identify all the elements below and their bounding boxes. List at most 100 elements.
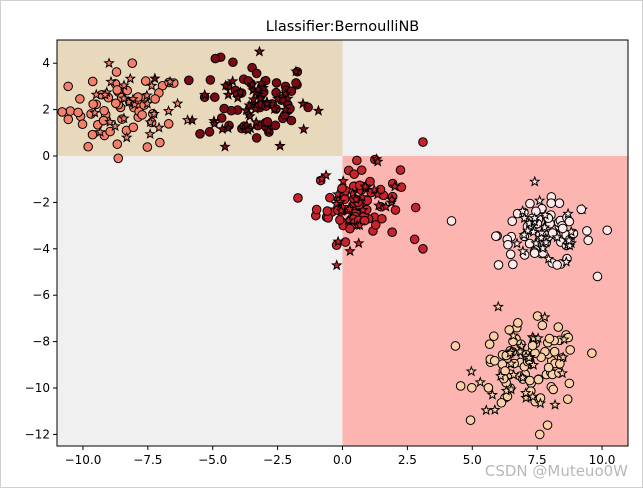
data-point-star — [359, 180, 371, 192]
data-point-star — [99, 88, 111, 100]
data-point-circle — [513, 318, 523, 328]
data-point-star — [492, 300, 504, 312]
data-point-star — [465, 365, 478, 377]
data-point-star — [290, 65, 302, 77]
data-point-circle — [216, 113, 227, 123]
data-point-circle — [395, 165, 406, 175]
data-point-star — [373, 199, 385, 211]
data-point-circle — [65, 106, 76, 116]
data-point-circle — [356, 165, 367, 175]
data-point-star — [515, 340, 528, 352]
data-point-star — [523, 351, 535, 363]
data-point-circle — [525, 375, 535, 386]
data-point-star — [519, 387, 532, 398]
data-point-star — [279, 103, 292, 115]
data-point-star — [535, 226, 548, 238]
data-point-star — [528, 212, 541, 224]
data-point-star — [252, 83, 264, 95]
data-point-circle — [409, 234, 420, 245]
data-point-star — [511, 237, 523, 249]
data-point-star — [558, 333, 570, 345]
data-point-circle — [83, 141, 93, 152]
data-point-star — [297, 123, 310, 135]
data-point-circle — [483, 383, 494, 393]
data-point-star — [368, 183, 380, 195]
data-point-star — [389, 180, 401, 192]
data-point-circle — [335, 215, 345, 225]
data-point-star — [332, 235, 344, 247]
data-point-star — [171, 97, 184, 109]
data-point-star — [371, 188, 384, 200]
data-point-circle — [111, 67, 122, 77]
data-point-star — [198, 88, 211, 100]
x-tick-label: −10.0 — [65, 453, 102, 467]
data-point-star — [533, 194, 546, 206]
data-point-circle — [322, 206, 333, 216]
y-tick-label: −4 — [32, 242, 50, 256]
data-point-star — [261, 97, 273, 109]
data-point-circle — [390, 205, 401, 215]
data-point-star — [518, 212, 531, 224]
data-point-circle — [396, 182, 407, 192]
data-point-circle — [450, 341, 461, 351]
data-point-star — [144, 128, 156, 139]
data-point-star — [148, 107, 160, 119]
data-point-circle — [587, 348, 597, 358]
data-point-star — [118, 92, 130, 104]
data-point-star — [208, 117, 221, 129]
data-point-circle — [491, 231, 501, 241]
data-point-circle — [557, 223, 568, 234]
data-point-star — [232, 91, 244, 103]
data-point-circle — [209, 92, 220, 103]
data-point-circle — [163, 119, 174, 129]
data-point-circle — [553, 322, 564, 332]
data-point-circle — [251, 68, 262, 79]
data-point-star — [557, 351, 569, 363]
data-point-circle — [548, 384, 559, 395]
y-tick-label: −8 — [32, 335, 50, 349]
data-point-circle — [484, 339, 495, 349]
data-point-circle — [128, 122, 139, 133]
data-point-circle — [418, 244, 428, 254]
x-tick-label: 2.5 — [398, 453, 417, 467]
data-point-circle — [155, 137, 165, 148]
data-point-circle — [63, 81, 73, 92]
data-point-circle — [489, 331, 499, 342]
data-point-star — [330, 259, 343, 271]
data-point-circle — [592, 271, 603, 282]
data-point-star — [529, 175, 541, 187]
data-point-star — [504, 347, 516, 358]
data-point-star — [141, 89, 153, 101]
data-point-star — [537, 242, 549, 254]
data-point-star — [118, 79, 130, 91]
x-tick-label: −2.5 — [263, 453, 292, 467]
data-point-circle — [552, 260, 562, 270]
data-point-star — [489, 403, 501, 415]
data-point-circle — [340, 237, 351, 247]
data-point-circle — [554, 198, 565, 209]
data-point-star — [94, 126, 106, 138]
y-tick-label: −12 — [25, 427, 50, 441]
data-point-circle — [63, 114, 74, 125]
data-point-circle — [270, 120, 281, 131]
data-point-circle — [549, 346, 560, 357]
data-point-circle — [262, 116, 273, 127]
data-point-star — [517, 245, 529, 257]
data-point-star — [532, 332, 544, 344]
data-point-star — [330, 197, 342, 209]
data-point-star — [219, 140, 231, 152]
watermark-text: CSDN @Muteuo0W — [485, 462, 628, 480]
data-point-star — [243, 99, 255, 111]
data-point-circle — [537, 320, 548, 331]
data-point-star — [528, 215, 541, 227]
data-point-star — [516, 204, 529, 216]
data-point-star — [262, 124, 275, 136]
data-point-circle — [75, 94, 85, 104]
data-point-circle — [184, 75, 194, 86]
data-point-star — [337, 175, 349, 186]
data-point-star — [109, 120, 121, 132]
data-point-star — [90, 88, 103, 100]
data-point-circle — [602, 225, 613, 236]
data-point-circle — [345, 223, 355, 234]
x-tick-label: 0.0 — [333, 453, 352, 467]
